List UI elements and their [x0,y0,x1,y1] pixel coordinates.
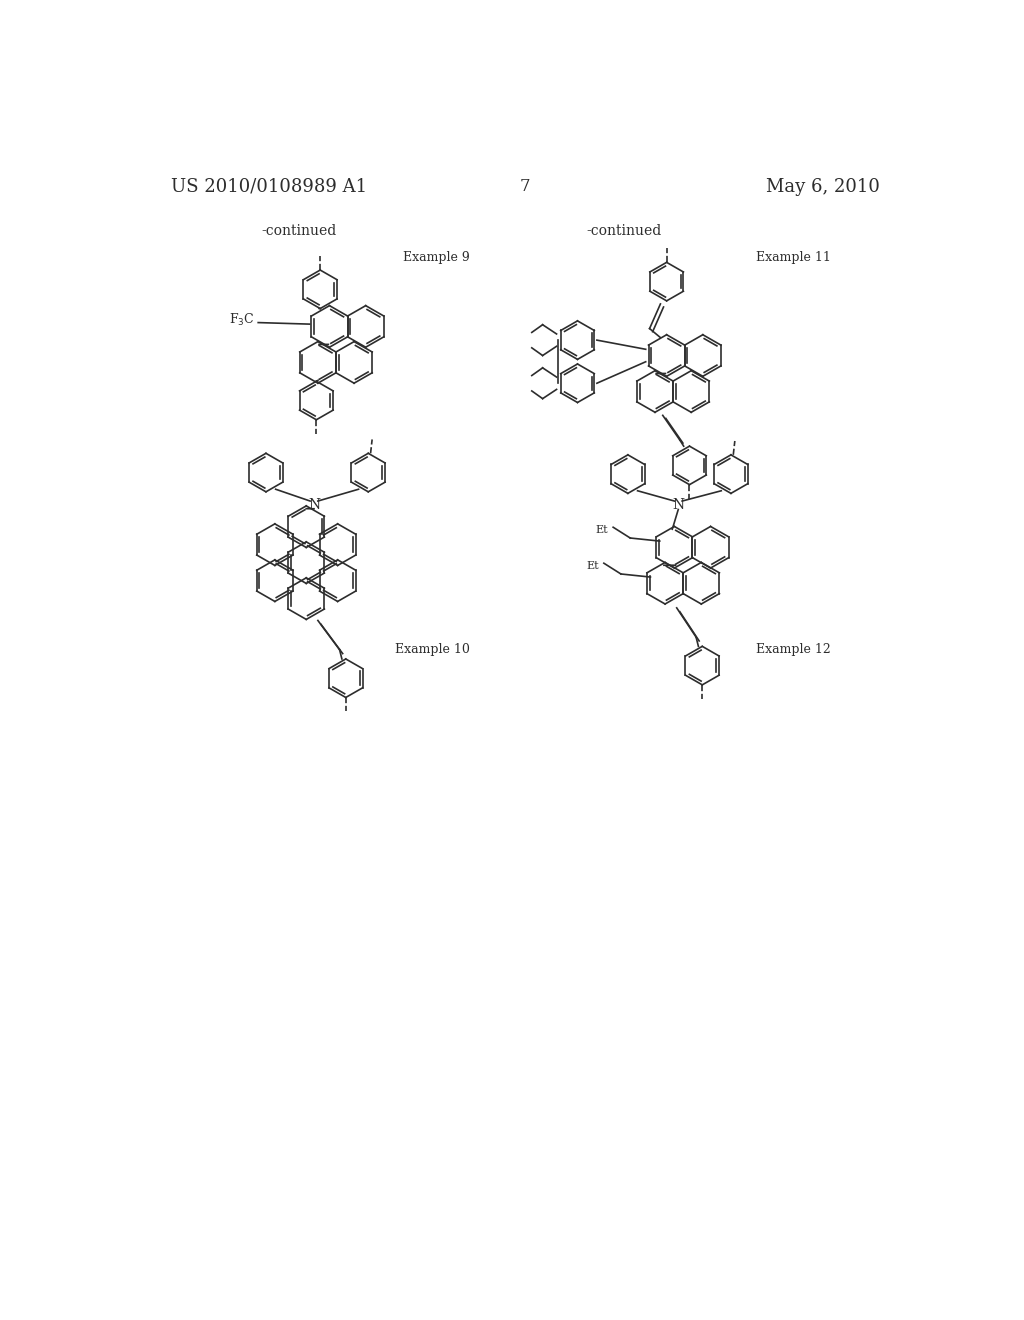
Text: N: N [308,498,321,512]
Text: F$_3$C: F$_3$C [228,313,254,329]
Text: 7: 7 [519,178,530,194]
Text: Example 12: Example 12 [756,644,830,656]
Text: Example 11: Example 11 [756,251,830,264]
Text: Example 9: Example 9 [403,251,470,264]
Text: -continued: -continued [587,224,662,238]
Text: Example 10: Example 10 [395,644,470,656]
Text: Et: Et [595,525,608,536]
Text: N: N [672,498,684,512]
Text: Et: Et [586,561,599,572]
Text: May 6, 2010: May 6, 2010 [766,178,880,195]
Text: -continued: -continued [261,224,336,238]
Text: US 2010/0108989 A1: US 2010/0108989 A1 [171,178,367,195]
